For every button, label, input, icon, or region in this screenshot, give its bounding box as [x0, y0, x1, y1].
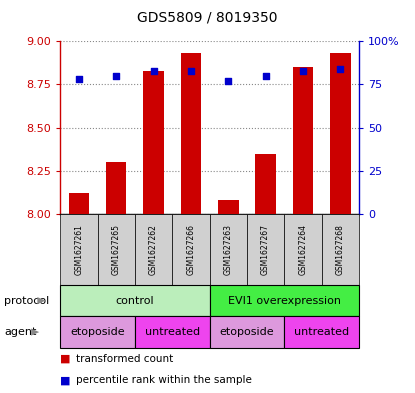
Point	[225, 78, 232, 84]
Point	[76, 76, 82, 83]
Bar	[68, 193, 89, 214]
Text: agent: agent	[4, 327, 37, 337]
Bar	[293, 67, 313, 214]
Point	[300, 68, 306, 74]
Point	[188, 68, 194, 74]
Text: ■: ■	[60, 354, 71, 364]
Text: GSM1627268: GSM1627268	[336, 224, 345, 275]
Bar	[330, 53, 351, 214]
Text: protocol: protocol	[4, 296, 49, 306]
Point	[337, 66, 344, 72]
Text: GSM1627262: GSM1627262	[149, 224, 158, 275]
Text: transformed count: transformed count	[76, 354, 173, 364]
Bar	[181, 53, 201, 214]
Bar	[106, 162, 127, 214]
Text: GSM1627267: GSM1627267	[261, 224, 270, 275]
Point	[150, 68, 157, 74]
Point	[113, 73, 120, 79]
Text: GSM1627263: GSM1627263	[224, 224, 233, 275]
Text: GSM1627261: GSM1627261	[74, 224, 83, 275]
Text: ■: ■	[60, 375, 71, 385]
Bar	[143, 71, 164, 214]
Text: etoposide: etoposide	[70, 327, 125, 337]
Text: control: control	[115, 296, 154, 306]
Text: untreated: untreated	[145, 327, 200, 337]
Text: GSM1627266: GSM1627266	[186, 224, 195, 275]
Text: GSM1627264: GSM1627264	[298, 224, 308, 275]
Text: untreated: untreated	[294, 327, 349, 337]
Point	[262, 73, 269, 79]
Bar	[218, 200, 239, 214]
Text: GDS5809 / 8019350: GDS5809 / 8019350	[137, 11, 278, 25]
Text: etoposide: etoposide	[220, 327, 274, 337]
Text: GSM1627265: GSM1627265	[112, 224, 121, 275]
Bar	[255, 154, 276, 214]
Text: percentile rank within the sample: percentile rank within the sample	[76, 375, 252, 385]
Text: EVI1 overexpression: EVI1 overexpression	[228, 296, 341, 306]
